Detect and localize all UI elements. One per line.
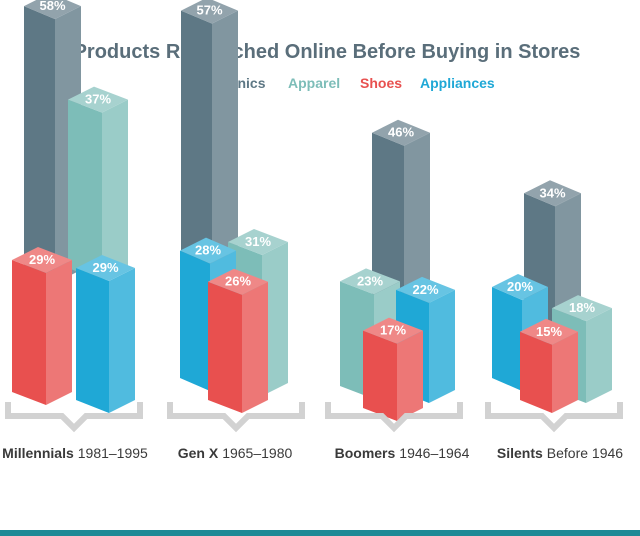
category-years: Before 1946 — [547, 445, 623, 461]
bar-millennials-shoes: 29% — [12, 247, 72, 405]
value-label-millennials-appliances: 29% — [92, 260, 118, 275]
category-name: Boomers — [335, 445, 396, 461]
value-label-boomers-apparel: 23% — [357, 273, 383, 288]
category-years: 1981–1995 — [78, 445, 148, 461]
legend-apparel: Apparel — [288, 75, 340, 91]
group-bracket — [167, 402, 305, 433]
group-bracket — [325, 402, 463, 433]
category-label: Gen X 1965–1980 — [178, 445, 293, 461]
value-label-millennials-electronics: 58% — [39, 0, 65, 13]
value-label-boomers-shoes: 17% — [380, 323, 406, 338]
group-boomers: 46% 23% 22% 17% Boomers 1946–1964 — [325, 119, 470, 461]
value-label-silents-shoes: 15% — [536, 324, 562, 339]
bar-millennials-apparel: 37% — [68, 86, 128, 282]
category-name: Silents — [497, 445, 543, 461]
legend-shoes: Shoes — [360, 75, 402, 91]
legend-appliances: Appliances — [420, 75, 495, 91]
category-label: Boomers 1946–1964 — [335, 445, 470, 461]
bar-millennials-appliances: 29% — [76, 255, 135, 413]
value-label-gen-x-apparel: 31% — [245, 234, 271, 249]
chart-title: Products Researched Online Before Buying… — [74, 41, 581, 63]
value-label-silents-apparel: 18% — [569, 300, 595, 315]
value-label-boomers-appliances: 22% — [412, 282, 438, 297]
value-label-gen-x-appliances: 28% — [195, 243, 221, 258]
category-years: 1946–1964 — [399, 445, 469, 461]
value-label-gen-x-electronics: 57% — [196, 3, 222, 18]
category-label: Silents Before 1946 — [497, 445, 623, 461]
bar-gen-x-electronics: 57% — [181, 0, 238, 284]
bar-groups: 58% 37% 29% 29% Millennials 1981–1995 57% 31% 28… — [2, 0, 623, 461]
category-years: 1965–1980 — [222, 445, 292, 461]
value-label-boomers-electronics: 46% — [388, 125, 414, 140]
group-bracket — [485, 402, 623, 433]
bar-boomers-shoes: 17% — [363, 317, 423, 421]
footer-strip — [0, 530, 640, 536]
value-label-millennials-shoes: 29% — [29, 252, 55, 267]
category-label: Millennials 1981–1995 — [2, 445, 148, 461]
group-silents: 34% 18% 20% 15% Silents Before 1946 — [485, 180, 623, 461]
bar-silents-shoes: 15% — [520, 318, 578, 413]
bar-gen-x-shoes: 26% — [208, 268, 268, 413]
category-name: Gen X — [178, 445, 219, 461]
group-bracket — [5, 402, 143, 433]
group-millennials: 58% 37% 29% 29% Millennials 1981–1995 — [2, 0, 148, 461]
value-label-gen-x-shoes: 26% — [225, 274, 251, 289]
value-label-silents-appliances: 20% — [507, 279, 533, 294]
value-label-silents-electronics: 34% — [539, 185, 565, 200]
category-name: Millennials — [2, 445, 74, 461]
group-gen-x: 57% 31% 28% 26% Gen X 1965–1980 — [167, 0, 305, 461]
value-label-millennials-apparel: 37% — [85, 92, 111, 107]
